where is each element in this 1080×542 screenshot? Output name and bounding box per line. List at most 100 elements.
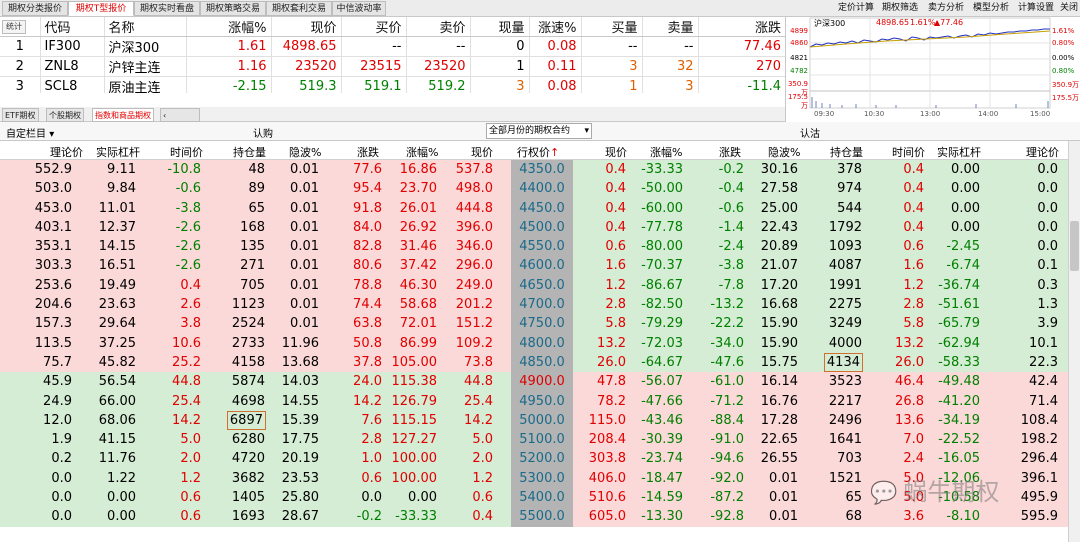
cell-put-price: 115.0 [588, 412, 626, 428]
t-quote-row[interactable]: 552.9 9.11 -10.8 48 0.01 77.6 16.86 537.8 4350.0… [0, 160, 1080, 180]
tab-option-category-quote[interactable]: 期权分类报价 [2, 1, 68, 16]
quote-code: ZNL8 [39, 56, 104, 77]
t-quote-row[interactable]: 503.0 9.84 -0.6 89 0.01 95.4 23.70 498.0 4400.0 0… [0, 179, 1080, 199]
cell-put-pct-change: -60.00 [641, 200, 683, 216]
cell-price: 151.2 [455, 316, 493, 332]
col-put-time-value[interactable]: 时间价 [892, 146, 925, 159]
t-quote-row[interactable]: 204.6 23.63 2.6 1123 0.01 74.4 58.68 201.2 4700.… [0, 295, 1080, 315]
cell-put-time-value: 0.4 [903, 181, 924, 197]
t-quote-row[interactable]: 12.0 68.06 14.2 6897 15.39 7.6 115.15 14.2 5000.… [0, 410, 1080, 431]
col-put-pct-change[interactable]: 涨幅% [650, 146, 683, 159]
link-model-analysis[interactable]: 模型分析 [973, 3, 1010, 13]
cell-put-actual-leverage: -65.79 [938, 316, 980, 332]
col-put-implied-vol[interactable]: 隐波% [768, 146, 801, 159]
cell-change: 95.4 [353, 181, 382, 197]
quote-header[interactable]: 涨跌 [697, 17, 785, 37]
t-quote-row[interactable]: 45.9 56.54 44.8 5874 14.03 24.0 115.38 44.8 4900… [0, 372, 1080, 392]
tab-citic-volatility[interactable]: 中信波动率 [332, 1, 386, 16]
cell-pct-change: 31.46 [399, 239, 437, 255]
quote-header[interactable]: 卖价 [405, 17, 470, 37]
t-quote-row[interactable]: 24.9 66.00 25.4 4698 14.55 14.2 126.79 25.4 4950… [0, 391, 1080, 411]
col-put-theoretical-price[interactable]: 理论价 [1026, 146, 1059, 159]
tab-stock-options[interactable]: 个股期权 [46, 108, 84, 122]
t-quote-row[interactable]: 0.0 0.00 0.6 1693 28.67 -0.2 -33.33 0.4 5500.0 60… [0, 507, 1080, 527]
t-quote-row[interactable]: 303.3 16.51 -2.6 271 0.01 80.6 37.42 296.0 4600.… [0, 256, 1080, 276]
t-quote-row[interactable]: 157.3 29.64 3.8 2524 0.01 63.8 72.01 151.2 4750.… [0, 314, 1080, 334]
quote-header[interactable]: 现量 [469, 17, 529, 37]
cell-theoretical-price: 0.0 [51, 509, 72, 525]
link-close[interactable]: 关闭 [1060, 3, 1079, 13]
t-quote-row[interactable]: 253.6 19.49 0.4 705 0.01 78.8 46.30 249.0 4650.0… [0, 275, 1080, 296]
tab-option-arbitrage[interactable]: 期权套利交易 [266, 1, 332, 16]
cell-change: 84.0 [353, 219, 382, 235]
sort-arrow-up-icon: ↑ [550, 146, 560, 159]
cell-put-time-value: 5.0 [903, 470, 924, 486]
tab-etf-options[interactable]: ETF期权 [2, 108, 39, 122]
col-put-actual-leverage[interactable]: 实际杠杆 [937, 146, 981, 159]
cell-put-theoretical-price: 108.4 [1020, 412, 1058, 428]
scrollbar-thumb[interactable] [1070, 221, 1079, 271]
col-implied-vol[interactable]: 隐波% [289, 146, 322, 159]
t-quote-row[interactable]: 353.1 14.15 -2.6 135 0.01 82.8 31.46 346.0 4550.… [0, 237, 1080, 257]
col-put-open-interest[interactable]: 持仓量 [830, 146, 863, 159]
tab-scroll-arrows[interactable]: ‹ [160, 108, 200, 122]
cell-put-change: -0.4 [718, 181, 744, 197]
quote-row[interactable]: 2 ZNL8 沪锌主连 1.16 23520 23515 23520 1 0.1… [0, 56, 785, 77]
quote-header[interactable]: 买价 [340, 17, 406, 37]
link-option-filter[interactable]: 期权筛选 [882, 3, 919, 13]
cell-put-pct-change: -79.29 [641, 316, 683, 332]
col-open-interest[interactable]: 持仓量 [233, 146, 266, 159]
quote-header[interactable]: 涨幅% [185, 17, 271, 37]
col-time-value[interactable]: 时间价 [170, 146, 203, 159]
cell-implied-vol: 15.39 [281, 412, 319, 428]
link-pricing-calc[interactable]: 定价计算 [838, 3, 875, 13]
link-seller-analysis[interactable]: 卖方分析 [928, 3, 965, 13]
col-pct-change[interactable]: 涨幅% [406, 146, 439, 159]
t-quote-row[interactable]: 75.7 45.82 25.2 4158 13.68 37.8 105.00 73.8 4850… [0, 352, 1080, 373]
quote-header[interactable]: 代码 [39, 17, 104, 37]
cell-time-value: 2.6 [180, 297, 201, 313]
quote-index: 1 [0, 36, 40, 57]
link-calc-settings[interactable]: 计算设置 [1018, 3, 1055, 13]
t-quote-row[interactable]: 403.1 12.37 -2.6 168 0.01 84.0 26.92 396.0 4500.… [0, 217, 1080, 238]
tab-index-commodity-options[interactable]: 指数和商品期权 [92, 108, 154, 122]
tab-option-realtime[interactable]: 期权实时看盘 [134, 1, 200, 16]
tab-option-t-quote[interactable]: 期权T型报价 [68, 1, 134, 16]
vertical-scrollbar[interactable] [1068, 141, 1080, 542]
tab-option-strategy[interactable]: 期权策略交易 [200, 1, 266, 16]
quote-header[interactable]: 现价 [270, 17, 341, 37]
custom-columns-dropdown[interactable]: 自定栏目 ▾ [6, 125, 54, 140]
contract-month-select[interactable]: 全部月份的期权合约 ▾ [486, 123, 592, 139]
cell-price: 201.2 [455, 297, 493, 313]
quote-header[interactable]: 卖量 [641, 17, 698, 37]
t-quote-row[interactable]: 0.2 11.76 2.0 4720 20.19 1.0 100.00 2.0 5200.0 30… [0, 449, 1080, 469]
t-quote-row[interactable]: 0.0 1.22 1.2 3682 23.53 0.6 100.00 1.2 5300.0 406… [0, 468, 1080, 489]
cell-open-interest: 6280 [231, 432, 265, 448]
cell-time-value: -2.6 [175, 219, 201, 235]
cell-strike-price: 4550.0 [511, 237, 573, 257]
t-quote-row[interactable]: 0.0 0.00 0.6 1405 25.80 0.0 0.00 0.6 5400.0 510.6… [0, 488, 1080, 508]
cell-actual-leverage: 23.63 [98, 297, 136, 313]
t-quote-row[interactable]: 113.5 37.25 10.6 2733 11.96 50.8 86.99 109.2 480… [0, 333, 1080, 353]
mini-intraday-chart[interactable]: 沪深300 4898.65 1.61% ▲77.46 4899 4860 482… [785, 17, 1080, 122]
col-change[interactable]: 涨跌 [357, 146, 379, 159]
col-put-change[interactable]: 涨跌 [719, 146, 741, 159]
col-actual-leverage[interactable]: 实际杠杆 [96, 146, 140, 159]
cell-theoretical-price: 45.9 [43, 374, 72, 390]
quote-row[interactable]: 1 IF300 沪深300 1.61 4898.65 -- -- 0 0.08 … [0, 36, 785, 57]
cell-implied-vol: 17.75 [281, 432, 319, 448]
cell-put-theoretical-price: 0.0 [1037, 181, 1058, 197]
col-price[interactable]: 现价 [471, 146, 493, 159]
quote-row[interactable]: 3 SCL8 原油主连 -2.15 519.3 519.1 519.2 3 0.… [0, 76, 785, 97]
cell-pct-change: 26.01 [399, 200, 437, 216]
col-put-price[interactable]: 现价 [605, 146, 627, 159]
quote-header[interactable]: 买量 [580, 17, 642, 37]
col-theoretical-price[interactable]: 理论价 [50, 146, 83, 159]
quote-header[interactable]: 名称 [103, 17, 186, 37]
t-quote-row[interactable]: 453.0 11.01 -3.8 65 0.01 91.8 26.01 444.8 4450.0… [0, 198, 1080, 218]
stats-button[interactable]: 统计 [2, 20, 26, 34]
quote-header[interactable]: 涨速% [528, 17, 581, 37]
col-strike-price[interactable]: 行权价↑ [517, 144, 559, 160]
t-quote-row[interactable]: 1.9 41.15 5.0 6280 17.75 2.8 127.27 5.0 5100.0 20… [0, 430, 1080, 450]
cell-theoretical-price: 0.0 [51, 490, 72, 506]
